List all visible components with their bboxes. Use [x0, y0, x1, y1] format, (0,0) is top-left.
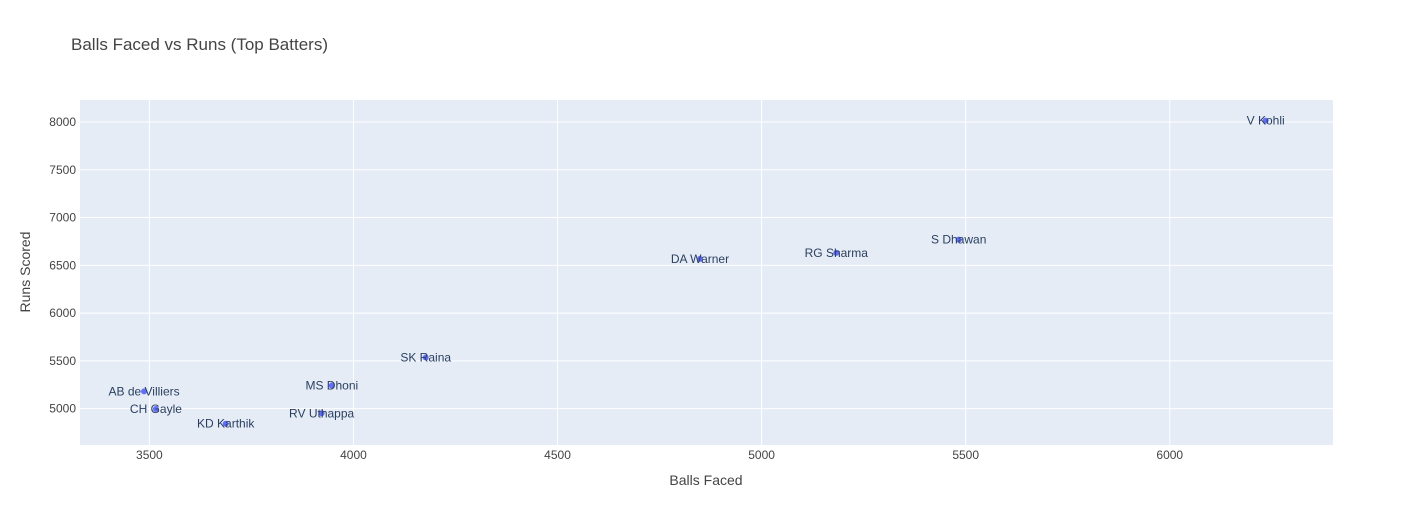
x-axis-title: Balls Faced	[669, 472, 742, 488]
x-tick-label: 4500	[544, 448, 571, 462]
y-tick-label: 7500	[49, 163, 76, 177]
y-tick-label: 7000	[49, 211, 76, 225]
data-point-label: SK Raina	[400, 350, 451, 364]
x-tick-label: 5500	[952, 448, 979, 462]
data-point-label: CH Gayle	[130, 402, 182, 416]
x-axis-ticks: 3500 4000 4500 5000 5500 6000	[136, 448, 1183, 462]
data-point[interactable]	[318, 410, 325, 417]
y-axis-ticks: 5000 5500 6000 6500 7000 7500 8000	[49, 115, 76, 416]
data-point[interactable]	[222, 420, 229, 427]
data-point-label: S Dhawan	[931, 233, 986, 247]
y-tick-label: 5000	[49, 402, 76, 416]
data-point-label: DA Warner	[671, 252, 729, 266]
data-point-label: V Kohli	[1247, 114, 1285, 128]
y-tick-label: 6500	[49, 258, 76, 272]
data-point[interactable]	[696, 255, 703, 262]
data-points: V Kohli S Dhawan RG Sharma DA Warner SK Rain…	[109, 114, 1285, 431]
y-tick-label: 8000	[49, 115, 76, 129]
x-tick-label: 5000	[748, 448, 775, 462]
plot-area	[80, 100, 1333, 445]
data-point[interactable]	[422, 354, 429, 361]
data-point[interactable]	[141, 388, 148, 395]
data-point[interactable]	[955, 236, 962, 243]
data-point[interactable]	[833, 249, 840, 256]
y-axis-title: Runs Scored	[17, 232, 33, 313]
y-tick-label: 6000	[49, 306, 76, 320]
data-point-label: AB de Villiers	[109, 384, 180, 398]
data-point-label: RV Uthappa	[289, 406, 354, 420]
x-tick-label: 3500	[136, 448, 163, 462]
grid-lines	[80, 100, 1333, 445]
data-point[interactable]	[1262, 117, 1269, 124]
data-point[interactable]	[328, 382, 335, 389]
x-tick-label: 6000	[1156, 448, 1183, 462]
data-point-label: MS Dhoni	[305, 378, 358, 392]
data-point-label: KD Karthik	[197, 417, 255, 431]
x-tick-label: 4000	[340, 448, 367, 462]
data-point-label: RG Sharma	[805, 246, 869, 260]
data-point[interactable]	[152, 405, 159, 412]
y-tick-label: 5500	[49, 354, 76, 368]
chart-title: Balls Faced vs Runs (Top Batters)	[71, 35, 328, 54]
